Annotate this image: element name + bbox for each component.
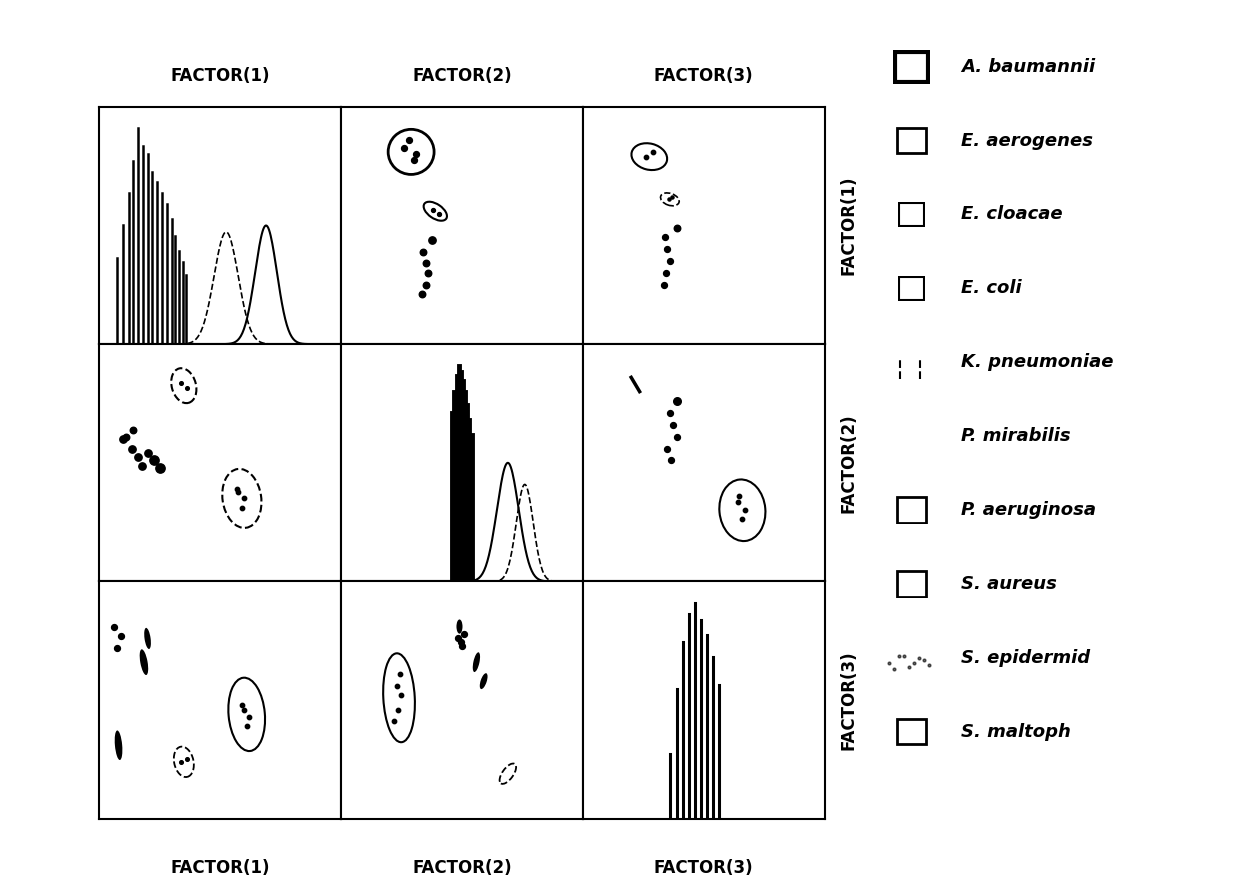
Point [104,619,124,634]
Text: FACTOR(3): FACTOR(3) [653,859,754,877]
Point [177,381,197,395]
Point [228,485,248,499]
Text: S. maltoph: S. maltoph [961,723,1071,740]
Point [405,147,425,161]
Ellipse shape [140,650,149,675]
Point [423,203,443,217]
Point [728,495,748,509]
Point [919,658,939,672]
Text: S. aureus: S. aureus [961,575,1056,593]
Text: E. cloacae: E. cloacae [961,206,1063,223]
Text: A. baumannii: A. baumannii [961,58,1095,76]
Point [387,679,407,693]
Ellipse shape [480,673,487,689]
Point [658,192,678,206]
Text: P. mirabilis: P. mirabilis [961,427,1070,445]
Point [128,449,148,464]
Point [889,649,909,663]
Point [177,752,197,766]
Point [114,432,133,446]
Point [660,406,680,420]
Point [108,641,128,655]
Point [429,206,449,221]
Point [454,627,474,641]
Point [667,394,687,409]
Point [171,376,191,391]
Point [451,638,471,652]
Point [122,441,141,456]
Point [667,430,687,444]
Text: E. coli: E. coli [961,279,1022,297]
Point [171,755,191,769]
Point [451,635,471,649]
Point [138,446,157,460]
Point [657,441,677,456]
Text: FACTOR(2): FACTOR(2) [412,859,512,877]
Point [234,702,254,716]
Point [392,688,412,702]
Text: K. pneumoniae: K. pneumoniae [961,353,1114,371]
Point [914,653,934,668]
Point [415,256,435,271]
Text: P. aeruginosa: P. aeruginosa [961,501,1096,519]
Text: FACTOR(1): FACTOR(1) [839,175,858,275]
Point [636,150,656,164]
Point [729,489,749,503]
Point [904,655,924,669]
Point [412,287,432,302]
Point [660,254,680,268]
Point [384,715,404,729]
Text: FACTOR(2): FACTOR(2) [839,413,858,513]
Point [735,503,755,517]
Point [894,649,914,663]
Point [879,655,899,669]
Point [115,430,135,444]
Point [663,417,683,432]
Text: FACTOR(1): FACTOR(1) [170,859,270,877]
Point [131,459,151,473]
Point [884,662,904,676]
Point [662,190,682,204]
Point [655,231,675,245]
Point [644,145,663,159]
Point [227,481,247,496]
Point [237,719,257,733]
Point [123,423,143,437]
Point [653,278,673,292]
Point [399,133,419,147]
Point [239,709,259,724]
Point [232,698,252,712]
Point [391,667,410,681]
Ellipse shape [144,627,151,649]
Point [418,266,438,280]
Point [656,266,676,280]
Point [234,491,254,506]
Text: FACTOR(1): FACTOR(1) [170,67,270,85]
Text: FACTOR(3): FACTOR(3) [839,651,858,750]
Text: E. aerogenes: E. aerogenes [961,132,1092,150]
Point [449,631,469,645]
Point [422,232,441,247]
Text: S. epidermid: S. epidermid [961,649,1090,667]
Point [667,221,687,235]
Point [144,453,164,467]
Ellipse shape [456,619,463,634]
Point [733,512,753,526]
Point [232,501,252,515]
Text: FACTOR(3): FACTOR(3) [653,67,754,85]
Point [661,453,681,467]
Point [899,659,919,675]
Point [413,245,433,259]
Point [657,242,677,256]
Point [415,278,435,292]
Point [403,153,423,167]
Text: FACTOR(2): FACTOR(2) [412,67,512,85]
Point [394,142,414,156]
Point [150,460,170,474]
Ellipse shape [472,652,480,672]
Point [909,651,929,666]
Point [388,702,408,716]
Ellipse shape [114,731,123,760]
Point [112,629,131,643]
